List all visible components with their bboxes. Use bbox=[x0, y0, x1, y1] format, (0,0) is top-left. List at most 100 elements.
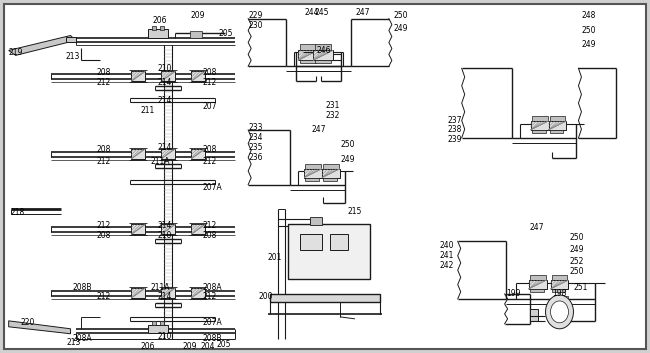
Text: 200: 200 bbox=[258, 293, 272, 301]
Bar bbox=[191, 225, 205, 234]
Text: 212: 212 bbox=[202, 78, 216, 87]
Bar bbox=[310, 217, 322, 225]
Text: 210: 210 bbox=[157, 332, 172, 341]
Text: 231: 231 bbox=[326, 101, 341, 109]
Text: 211A: 211A bbox=[150, 282, 170, 292]
Text: 204: 204 bbox=[200, 342, 214, 351]
Text: 212: 212 bbox=[96, 221, 110, 230]
Text: 218: 218 bbox=[10, 208, 25, 217]
Bar bbox=[528, 280, 547, 289]
Text: 199: 199 bbox=[506, 289, 521, 299]
Text: 238: 238 bbox=[448, 125, 462, 134]
Text: 250: 250 bbox=[582, 26, 596, 35]
Text: 247: 247 bbox=[356, 8, 370, 17]
Text: 214: 214 bbox=[157, 96, 172, 104]
Text: 207A: 207A bbox=[202, 183, 222, 192]
Bar bbox=[161, 71, 176, 81]
Text: 244: 244 bbox=[304, 8, 318, 17]
Text: 209: 209 bbox=[190, 11, 205, 20]
Text: 214: 214 bbox=[157, 293, 172, 301]
Bar bbox=[323, 178, 337, 181]
Text: 250: 250 bbox=[341, 140, 356, 149]
Bar bbox=[161, 288, 176, 298]
Bar bbox=[161, 225, 176, 234]
Text: 213: 213 bbox=[66, 338, 81, 347]
Text: 234: 234 bbox=[248, 133, 263, 142]
Text: 213: 213 bbox=[66, 52, 80, 61]
Text: 235: 235 bbox=[248, 143, 263, 152]
Bar bbox=[551, 280, 569, 289]
Bar bbox=[131, 71, 146, 81]
Text: 212: 212 bbox=[202, 293, 216, 301]
Bar bbox=[554, 296, 569, 302]
Text: 207: 207 bbox=[202, 102, 216, 110]
Text: 214: 214 bbox=[157, 143, 172, 152]
Text: 249: 249 bbox=[341, 155, 356, 164]
Bar bbox=[131, 149, 146, 159]
Bar bbox=[532, 116, 547, 121]
Bar bbox=[530, 289, 543, 292]
Text: 232: 232 bbox=[326, 110, 341, 120]
Text: 245: 245 bbox=[314, 8, 328, 17]
Bar bbox=[270, 294, 380, 302]
Text: 208: 208 bbox=[202, 231, 216, 240]
Text: 241: 241 bbox=[440, 251, 454, 260]
Text: 212: 212 bbox=[96, 293, 110, 301]
Text: 208: 208 bbox=[96, 145, 111, 154]
Ellipse shape bbox=[545, 295, 573, 329]
Text: 251: 251 bbox=[573, 282, 588, 292]
Bar bbox=[148, 325, 168, 333]
Bar bbox=[131, 225, 146, 234]
Bar bbox=[305, 164, 321, 169]
Text: 210: 210 bbox=[157, 231, 172, 240]
Text: 208: 208 bbox=[202, 145, 216, 154]
Text: 212: 212 bbox=[202, 157, 216, 166]
Text: 211A: 211A bbox=[150, 157, 170, 166]
Text: 206: 206 bbox=[140, 342, 155, 351]
Bar bbox=[315, 60, 331, 63]
Bar bbox=[313, 50, 333, 60]
Bar bbox=[305, 178, 319, 181]
Bar bbox=[549, 130, 564, 133]
Text: 247: 247 bbox=[530, 223, 544, 232]
Text: 249: 249 bbox=[582, 40, 596, 49]
Bar bbox=[551, 275, 567, 280]
Bar bbox=[530, 309, 538, 321]
Text: 248: 248 bbox=[582, 11, 596, 20]
Text: 208B: 208B bbox=[202, 334, 222, 343]
Text: 210: 210 bbox=[157, 64, 172, 73]
Text: 237: 237 bbox=[448, 115, 462, 125]
Text: 250: 250 bbox=[569, 233, 584, 242]
Text: 214: 214 bbox=[157, 78, 172, 87]
Text: 247: 247 bbox=[311, 125, 326, 134]
Text: 233: 233 bbox=[248, 124, 263, 132]
Text: 206: 206 bbox=[152, 16, 167, 25]
Text: 219: 219 bbox=[8, 48, 23, 57]
Bar bbox=[191, 149, 205, 159]
Bar bbox=[148, 29, 168, 38]
Bar bbox=[323, 164, 339, 169]
Text: 230: 230 bbox=[248, 21, 263, 30]
Bar bbox=[530, 275, 545, 280]
Text: 249: 249 bbox=[569, 245, 584, 254]
Bar bbox=[161, 25, 164, 30]
Bar bbox=[549, 121, 567, 130]
Polygon shape bbox=[8, 321, 71, 334]
Text: 212: 212 bbox=[202, 221, 216, 230]
Bar bbox=[191, 71, 205, 81]
Text: 246: 246 bbox=[316, 46, 330, 55]
Text: 212: 212 bbox=[96, 157, 110, 166]
Text: 252: 252 bbox=[569, 257, 584, 266]
Text: 208B: 208B bbox=[73, 282, 92, 292]
Text: 208: 208 bbox=[202, 68, 216, 77]
Text: 198: 198 bbox=[552, 289, 567, 299]
Bar bbox=[551, 289, 566, 292]
Text: 201: 201 bbox=[267, 253, 281, 262]
Bar bbox=[298, 50, 318, 60]
Text: 215: 215 bbox=[348, 207, 362, 216]
Text: 240: 240 bbox=[440, 241, 454, 250]
Bar bbox=[532, 130, 545, 133]
Bar bbox=[315, 44, 331, 50]
Text: 220: 220 bbox=[21, 318, 35, 327]
Bar bbox=[191, 288, 205, 298]
